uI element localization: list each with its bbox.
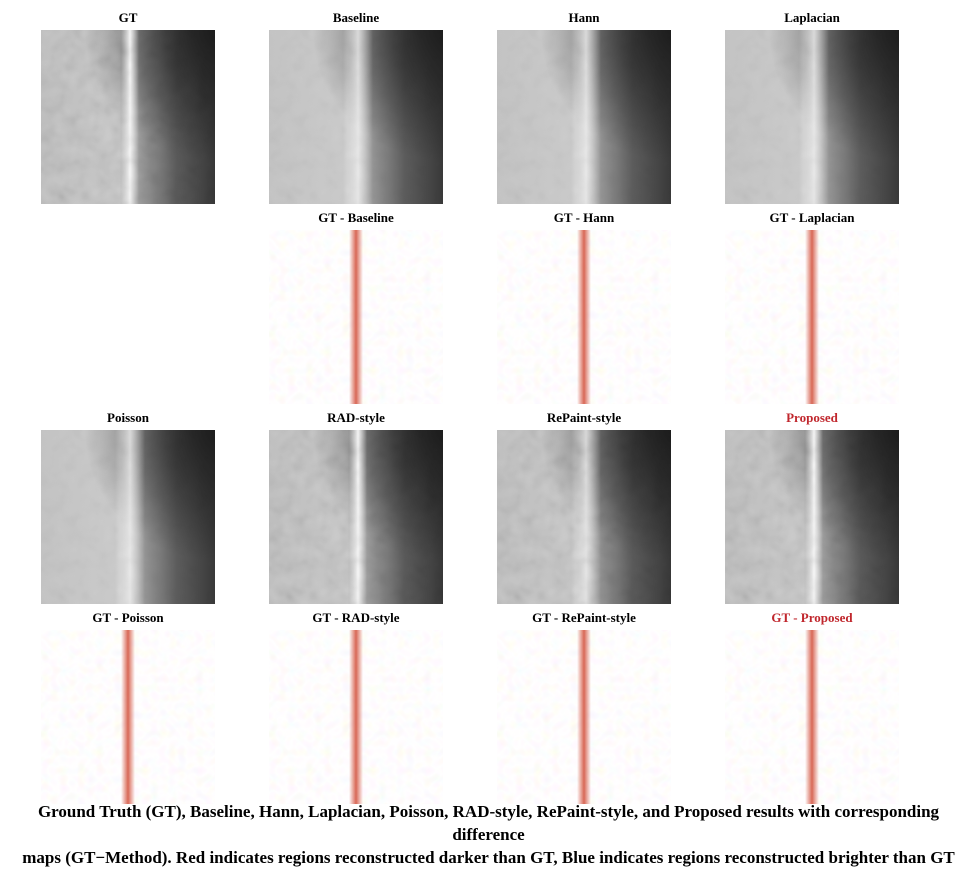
panel-diff-hann: GT - Hann (497, 206, 671, 404)
panel-poisson: Poisson (41, 406, 215, 604)
panel-title: GT - Laplacian (769, 210, 855, 225)
hann-image (497, 30, 671, 204)
caption-line-1: Ground Truth (GT), Baseline, Hann, Lapla… (37, 802, 940, 844)
caption-line-2: maps (GT−Method). Red indicates regions … (22, 848, 955, 867)
panel-title: GT - Hann (553, 210, 615, 225)
panel-title: GT - Poisson (92, 610, 164, 625)
panel-title: Hann (568, 10, 600, 25)
panel-rad: RAD-style (269, 406, 443, 604)
diff-baseline-map (269, 230, 443, 404)
rad-image (269, 430, 443, 604)
panel-title: Baseline (332, 10, 380, 25)
diff-proposed-map (725, 630, 899, 804)
panel-diff-poisson: GT - Poisson (41, 606, 215, 804)
poisson-image (41, 430, 215, 604)
panel-diff-baseline: GT - Baseline (269, 206, 443, 404)
proposed-image (725, 430, 899, 604)
diff-repaint-map (497, 630, 671, 804)
panel-title: Poisson (107, 410, 149, 425)
panel-proposed: Proposed (725, 406, 899, 604)
diff-laplacian-map (725, 230, 899, 404)
panel-title: Laplacian (784, 10, 840, 25)
panel-gt: GT (41, 6, 215, 204)
baseline-image (269, 30, 443, 204)
panel-title: RePaint-style (546, 410, 622, 425)
panel-title: RAD-style (327, 410, 385, 425)
panel-diff-proposed: GT - Proposed (725, 606, 899, 804)
panel-baseline: Baseline (269, 6, 443, 204)
panel-title: GT (118, 10, 138, 25)
panel-laplacian: Laplacian (725, 6, 899, 204)
figure-caption: Ground Truth (GT), Baseline, Hann, Lapla… (0, 800, 977, 869)
laplacian-image (725, 30, 899, 204)
panel-title: GT - Proposed (771, 610, 853, 625)
panel-title: GT - RePaint-style (532, 610, 636, 625)
panel-title: GT - Baseline (318, 210, 394, 225)
panel-diff-laplacian: GT - Laplacian (725, 206, 899, 404)
panel-diff-repaint: GT - RePaint-style (497, 606, 671, 804)
panel-hann: Hann (497, 6, 671, 204)
panel-diff-rad: GT - RAD-style (269, 606, 443, 804)
panel-repaint: RePaint-style (497, 406, 671, 604)
panel-title: Proposed (786, 410, 838, 425)
gt-image (41, 30, 215, 204)
repaint-image (497, 430, 671, 604)
diff-rad-map (269, 630, 443, 804)
panel-title: GT - RAD-style (312, 610, 400, 625)
diff-hann-map (497, 230, 671, 404)
diff-poisson-map (41, 630, 215, 804)
